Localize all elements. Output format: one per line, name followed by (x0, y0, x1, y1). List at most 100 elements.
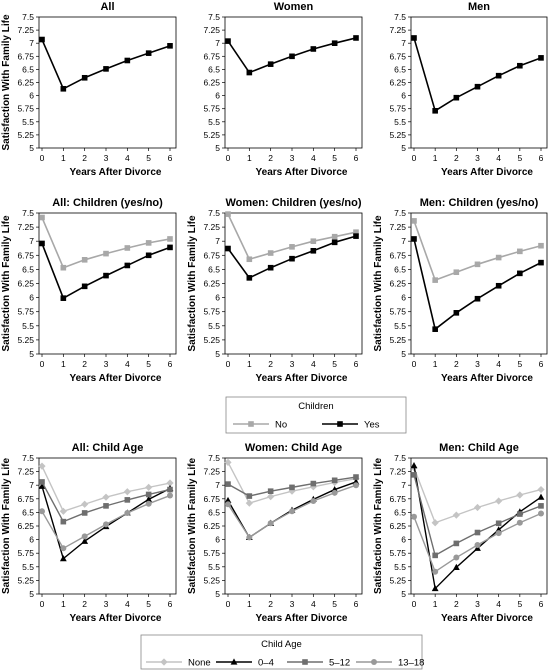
data-point (167, 244, 173, 251)
data-point (538, 259, 544, 266)
data-point (431, 584, 439, 592)
data-point (225, 245, 231, 252)
y-tick-label: 7.5 (208, 12, 220, 22)
plot-frame (224, 16, 363, 149)
panel-all-children: All: Children (yes/no) 5 5.25 5.5 5.75 6 6.25 6… (1, 197, 177, 384)
data-point (516, 491, 524, 499)
x-tick-label: 3 (104, 359, 109, 369)
data-point (102, 493, 110, 501)
x-tick-label: 2 (454, 153, 459, 163)
x-tick-label: 0 (412, 153, 417, 163)
data-point (310, 46, 317, 52)
data-point (246, 275, 253, 281)
x-axis-label: Years After Divorce (70, 167, 162, 178)
data-point (331, 477, 338, 484)
x-tick-label: 5 (146, 153, 151, 163)
series-all (225, 35, 359, 76)
x-tick-label: 4 (496, 359, 501, 369)
data-point (495, 530, 502, 537)
data-point (517, 511, 523, 517)
plot-frame (38, 16, 177, 149)
y-tick-label: 6.25 (17, 279, 34, 289)
data-point (432, 568, 439, 575)
y-tick-label: 6 (215, 91, 220, 101)
data-point (166, 479, 174, 487)
x-tick-label: 5 (146, 359, 151, 369)
x-tick-label: 4 (125, 359, 130, 369)
y-tick-label: 7.25 (389, 467, 406, 477)
y-tick-label: 7.25 (389, 222, 406, 232)
y-tick-label: 5 (215, 143, 220, 153)
x-tick-label: 1 (247, 599, 252, 609)
y-tick-label: 6.5 (208, 507, 220, 517)
series-all (39, 36, 173, 92)
data-point (452, 511, 460, 519)
data-point (432, 552, 438, 559)
x-tick-label: 3 (290, 359, 295, 369)
x-tick-label: 5 (517, 599, 522, 609)
y-tick-label: 6 (401, 535, 406, 545)
legend-swatch-marker (160, 658, 168, 666)
legend-label: 0–4 (258, 658, 274, 669)
x-tick-label: 3 (475, 599, 480, 609)
data-point (103, 250, 109, 257)
x-tick-label: 3 (475, 153, 480, 163)
panel-title: Women: Child Age (245, 442, 342, 454)
data-point (289, 508, 295, 515)
y-tick-label: 5 (29, 349, 34, 359)
data-point (331, 40, 338, 46)
x-tick-label: 6 (354, 599, 359, 609)
data-point (246, 256, 253, 263)
data-point (245, 499, 253, 507)
y-tick-label: 5 (401, 349, 406, 359)
x-tick-label: 1 (247, 359, 252, 369)
series-age1318 (225, 482, 359, 541)
data-point (537, 493, 545, 500)
data-point (145, 500, 152, 507)
legend-item-age1318: 13–18 (356, 658, 424, 669)
x-tick-label: 2 (454, 359, 459, 369)
plot-frame (224, 212, 363, 355)
y-axis-label: Satisfaction With Family Life (187, 215, 198, 351)
data-point (225, 481, 231, 487)
data-point (123, 488, 131, 496)
y-tick-label: 5 (29, 589, 34, 599)
data-point (289, 244, 295, 250)
y-tick-label: 6.5 (208, 264, 220, 274)
data-point (167, 492, 173, 499)
y-tick-label: 7.5 (22, 12, 34, 22)
y-tick-label: 5 (401, 589, 406, 599)
data-point (517, 248, 523, 255)
y-tick-label: 6.5 (394, 264, 406, 274)
data-point (103, 272, 109, 279)
data-point (145, 483, 153, 491)
y-tick-label: 5.5 (394, 562, 406, 572)
y-tick-label: 5.5 (22, 321, 34, 331)
data-point (267, 61, 274, 67)
y-tick-label: 6 (401, 91, 406, 101)
data-point (60, 518, 67, 525)
data-point (81, 510, 88, 516)
y-tick-label: 5.75 (389, 104, 406, 114)
data-point (267, 250, 274, 256)
data-point (103, 521, 109, 528)
legend-label: 13–18 (398, 658, 424, 669)
legend-swatch-marker (230, 658, 238, 665)
legend-children: Children No Yes (225, 396, 407, 434)
y-axis-label: Satisfaction With Family Life (373, 458, 384, 594)
series-line-all (413, 37, 542, 112)
series-age512 (411, 472, 544, 559)
y-tick-label: 6.5 (394, 507, 406, 517)
panel-title: Men: Children (yes/no) (420, 197, 539, 209)
data-point (225, 501, 231, 508)
x-tick-label: 6 (539, 359, 544, 369)
legend-label: Yes (364, 420, 380, 431)
series-line-all (41, 39, 171, 90)
legend-child-age: Child Age None 0–4 5–12 13–18 (140, 634, 424, 670)
series-no (411, 218, 544, 283)
x-tick-label: 0 (412, 599, 417, 609)
x-tick-label: 5 (332, 153, 337, 163)
y-tick-label: 5.25 (203, 130, 220, 140)
panel-women-child-age: Women: Child Age 5 5.25 5.5 5.75 6 6.25 6.5 6.75… (187, 442, 363, 624)
